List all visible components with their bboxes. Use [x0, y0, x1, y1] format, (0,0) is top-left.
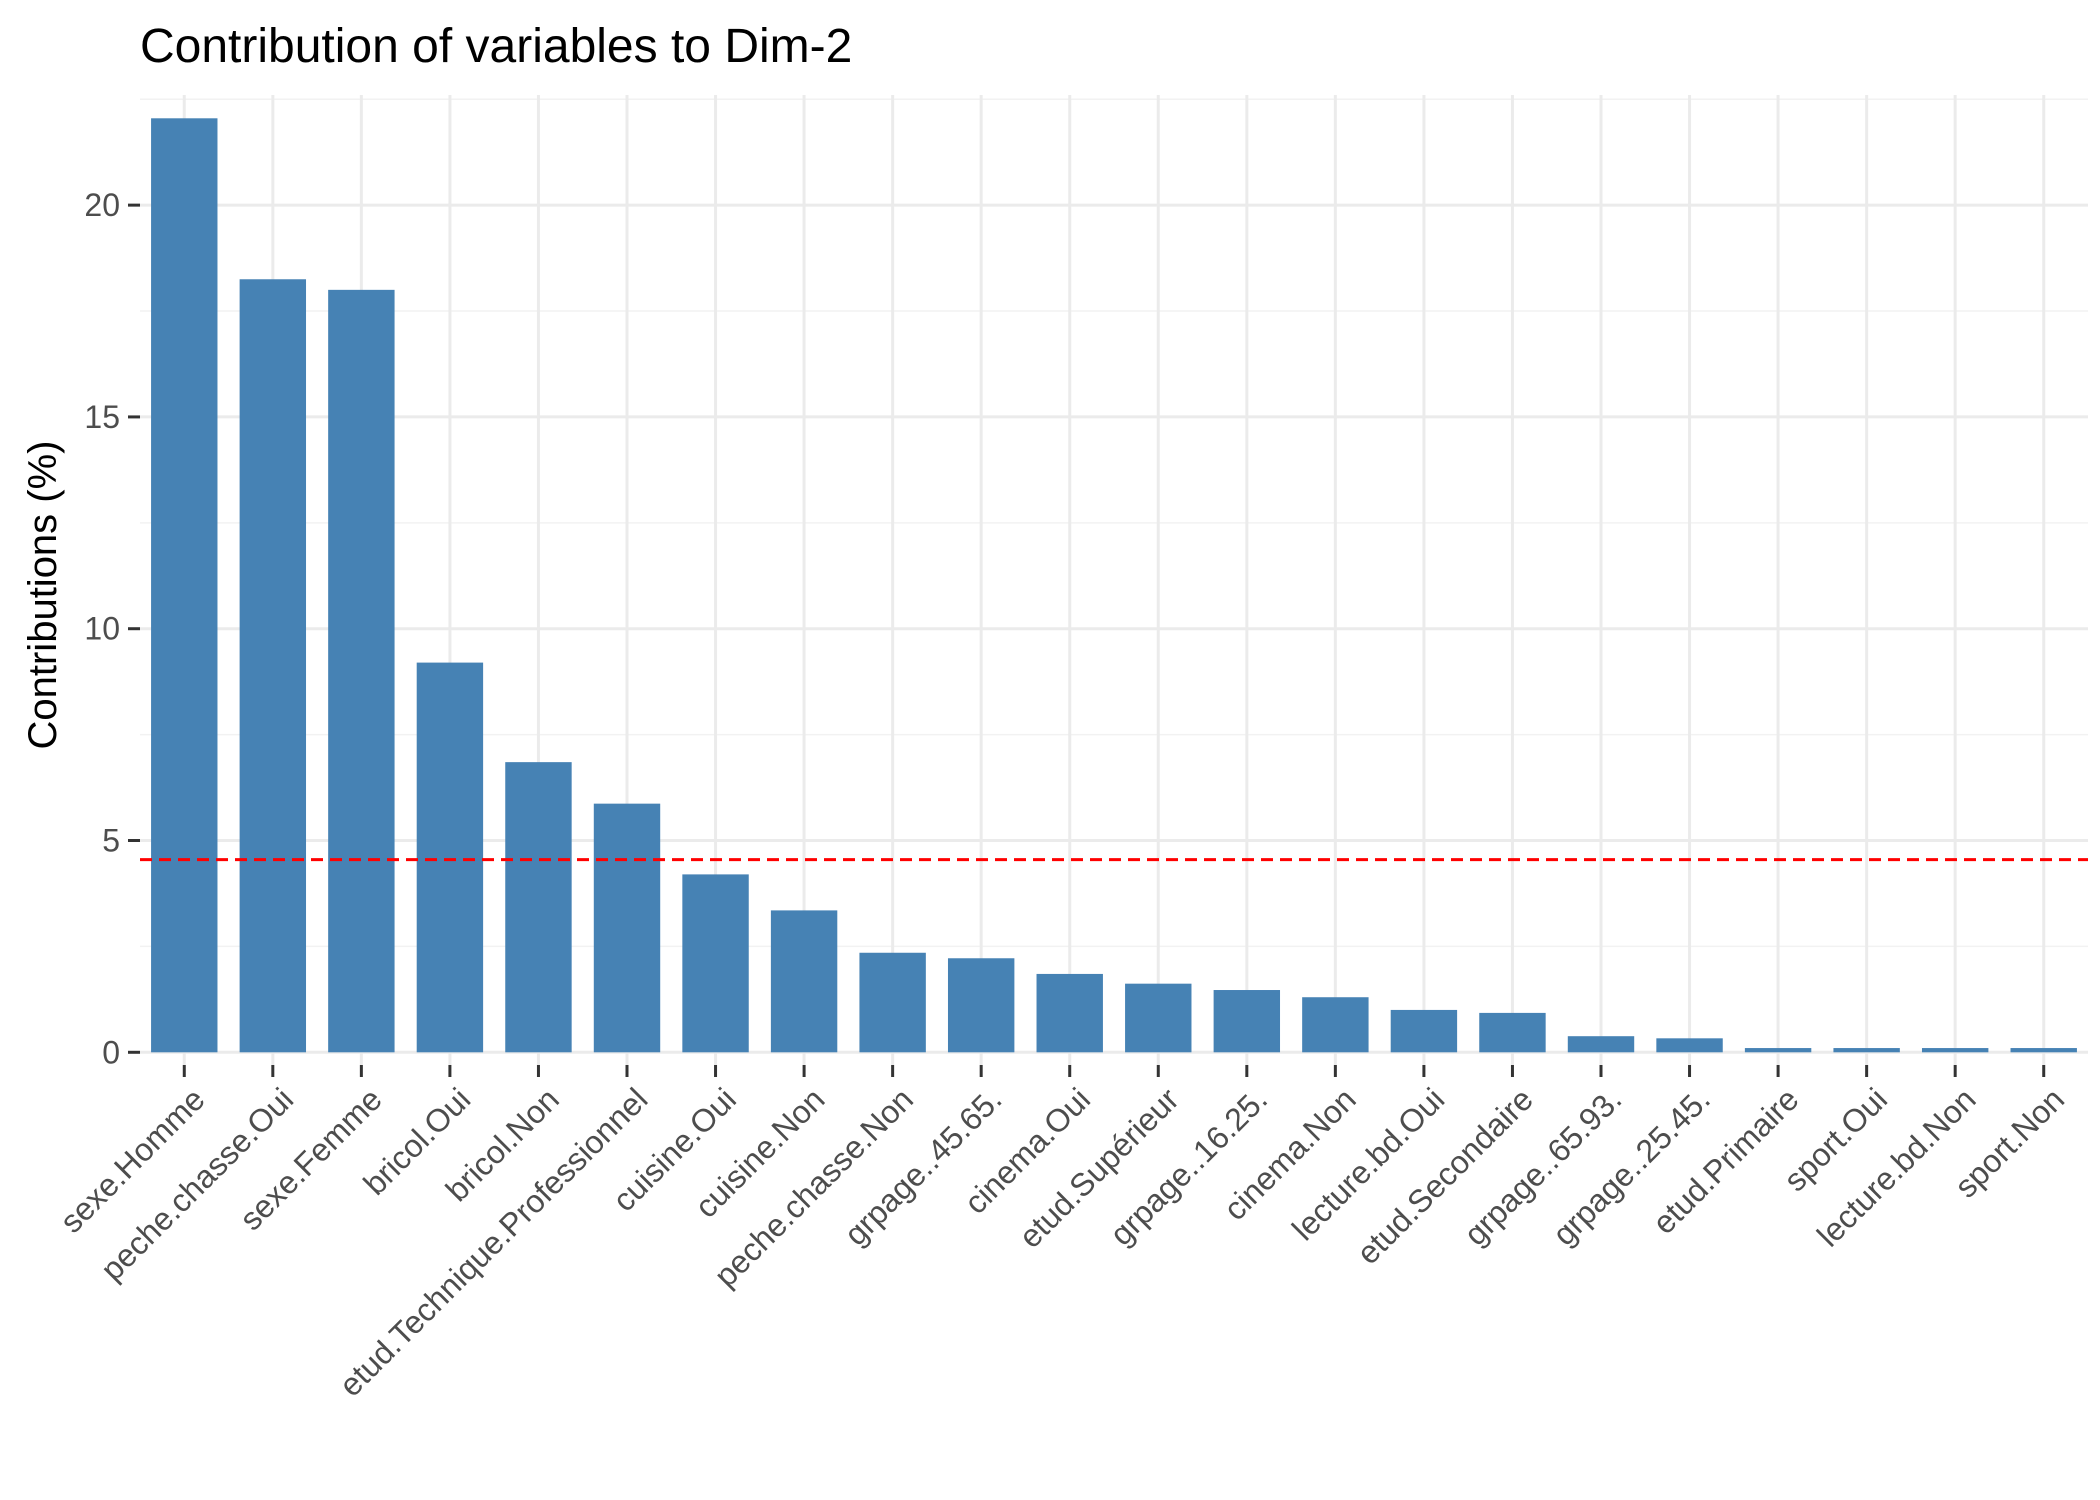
x-tick-label: grpage..25.45. [1546, 1081, 1717, 1252]
y-tick-label: 5 [102, 823, 120, 859]
bar [1656, 1038, 1723, 1053]
x-tick-label: lecture.bd.Non [1810, 1081, 1983, 1254]
bar [416, 662, 484, 1053]
bar [947, 958, 1015, 1053]
bar [239, 279, 307, 1053]
bar [1567, 1036, 1635, 1053]
x-tick-label: grpage..65.93. [1457, 1081, 1628, 1252]
y-axis-label: Contributions (%) [21, 440, 65, 749]
bar [1744, 1048, 1812, 1053]
bar [328, 289, 395, 1053]
bars [151, 118, 2077, 1053]
bar [1479, 1012, 1546, 1053]
bar [1390, 1009, 1458, 1053]
y-tick-label: 15 [84, 399, 120, 435]
bar [1302, 997, 1369, 1053]
x-axis: sexe.Hommepeche.chasse.Ouisexe.Femmebric… [53, 1065, 2071, 1403]
x-tick-label: lecture.bd.Oui [1285, 1081, 1451, 1247]
bar [593, 803, 661, 1053]
y-tick-label: 20 [84, 187, 120, 223]
bar [859, 952, 926, 1053]
chart-title: Contribution of variables to Dim-2 [140, 20, 852, 73]
bar [1125, 983, 1192, 1053]
bar [1921, 1048, 1989, 1053]
y-axis: 0 5 10 15 20 [84, 187, 140, 1070]
bar [682, 874, 749, 1053]
bar [505, 762, 572, 1053]
y-tick-label: 0 [102, 1034, 120, 1070]
bar [1213, 990, 1281, 1053]
x-tick-label: grpage..45.65. [837, 1081, 1008, 1252]
bar [151, 118, 218, 1053]
y-tick-label: 10 [84, 611, 120, 647]
bar [1833, 1048, 1900, 1053]
x-tick-label: etud.Supérieur [1012, 1081, 1186, 1255]
x-tick-label: grpage..16.25. [1103, 1081, 1274, 1252]
bar [1036, 973, 1103, 1053]
bar [770, 910, 838, 1053]
bar [2010, 1048, 2077, 1053]
